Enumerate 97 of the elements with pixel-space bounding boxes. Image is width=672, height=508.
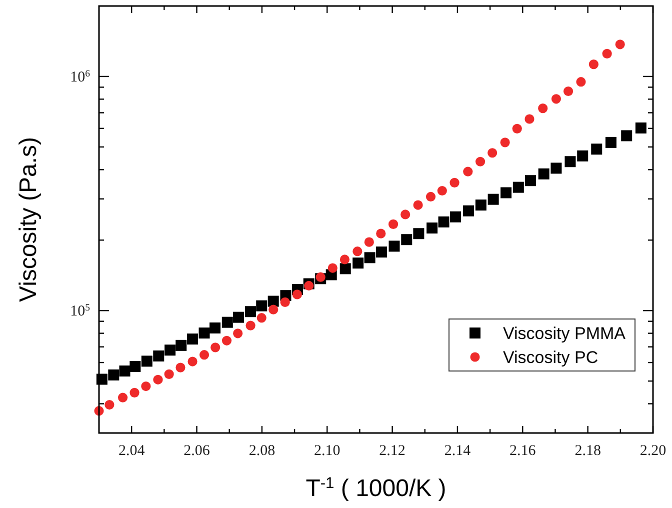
x-tick-label: 2.14 bbox=[444, 443, 472, 459]
point bbox=[198, 328, 210, 339]
point bbox=[292, 290, 302, 300]
point bbox=[164, 344, 176, 356]
text: 2.20 bbox=[640, 443, 666, 459]
point bbox=[268, 304, 278, 314]
y-axis-title: Viscosity (Pa.s) bbox=[15, 137, 42, 302]
point bbox=[376, 246, 388, 258]
point bbox=[176, 340, 187, 351]
point bbox=[364, 237, 374, 247]
x-tick-label: 2.08 bbox=[248, 443, 276, 459]
point bbox=[153, 374, 163, 384]
point bbox=[316, 272, 326, 282]
point bbox=[164, 369, 174, 379]
point bbox=[475, 156, 486, 166]
point bbox=[488, 194, 499, 205]
point bbox=[388, 240, 400, 252]
point bbox=[564, 156, 576, 168]
point bbox=[512, 124, 522, 134]
x-tick-label: 2.18 bbox=[574, 443, 601, 459]
point bbox=[550, 162, 562, 174]
point bbox=[426, 222, 438, 234]
point bbox=[118, 392, 128, 402]
point bbox=[108, 369, 120, 380]
point bbox=[232, 312, 244, 323]
legend-label: Viscosity PC bbox=[503, 348, 598, 367]
point bbox=[376, 228, 386, 238]
legend-label: Viscosity PMMA bbox=[503, 324, 626, 343]
y-tick-label: 10$^{5}$ bbox=[70, 302, 90, 320]
point bbox=[488, 148, 498, 158]
point bbox=[576, 77, 586, 87]
point bbox=[524, 114, 534, 124]
x-axis-title: T$^{-1}$ ( 1000/K ) bbox=[306, 474, 446, 502]
x-tick-label: 2.04 bbox=[118, 443, 146, 459]
point bbox=[450, 178, 460, 188]
point bbox=[538, 168, 550, 180]
point bbox=[268, 296, 279, 307]
point bbox=[588, 60, 598, 70]
point bbox=[130, 388, 140, 398]
point bbox=[222, 316, 233, 328]
point bbox=[413, 228, 424, 240]
point bbox=[591, 144, 602, 155]
point bbox=[328, 263, 338, 273]
point bbox=[400, 210, 410, 220]
point bbox=[463, 205, 474, 216]
point bbox=[245, 306, 256, 318]
point bbox=[153, 350, 164, 362]
point bbox=[352, 258, 364, 269]
point bbox=[246, 320, 256, 330]
point bbox=[210, 322, 221, 334]
point bbox=[388, 219, 398, 229]
point bbox=[605, 136, 616, 148]
point bbox=[438, 216, 450, 228]
point bbox=[256, 300, 268, 312]
point bbox=[426, 192, 436, 202]
point bbox=[450, 211, 462, 222]
point bbox=[551, 94, 562, 104]
point bbox=[119, 366, 130, 377]
point bbox=[280, 297, 290, 307]
point bbox=[437, 186, 447, 196]
point bbox=[130, 361, 141, 372]
point bbox=[188, 356, 198, 366]
point bbox=[621, 130, 632, 142]
y-tick-label: 10$^{6}$ bbox=[70, 68, 90, 86]
point bbox=[210, 342, 220, 352]
point bbox=[304, 280, 314, 291]
point bbox=[615, 40, 625, 50]
point bbox=[352, 246, 362, 256]
point bbox=[401, 234, 412, 246]
point bbox=[524, 175, 536, 186]
point bbox=[500, 138, 510, 148]
point bbox=[340, 263, 351, 274]
text: 2.10 bbox=[314, 443, 340, 459]
point bbox=[141, 381, 151, 392]
x-tick-label: 2.06 bbox=[184, 443, 210, 459]
point bbox=[635, 122, 646, 134]
point bbox=[176, 362, 186, 372]
point bbox=[104, 400, 114, 410]
point bbox=[475, 200, 486, 211]
point bbox=[233, 328, 243, 338]
point bbox=[602, 48, 612, 59]
point bbox=[199, 350, 210, 360]
point bbox=[364, 252, 376, 264]
point bbox=[577, 150, 588, 162]
x-tick-label: 2.12 bbox=[379, 443, 406, 459]
point bbox=[256, 313, 266, 323]
point bbox=[563, 86, 574, 96]
point bbox=[222, 336, 232, 346]
x-tick-label: 2.16 bbox=[510, 443, 536, 459]
point bbox=[512, 182, 524, 193]
point bbox=[187, 334, 198, 345]
point bbox=[413, 200, 423, 210]
point bbox=[463, 166, 473, 176]
point bbox=[538, 104, 548, 114]
point bbox=[500, 187, 512, 198]
point bbox=[141, 356, 152, 367]
point bbox=[340, 254, 350, 264]
